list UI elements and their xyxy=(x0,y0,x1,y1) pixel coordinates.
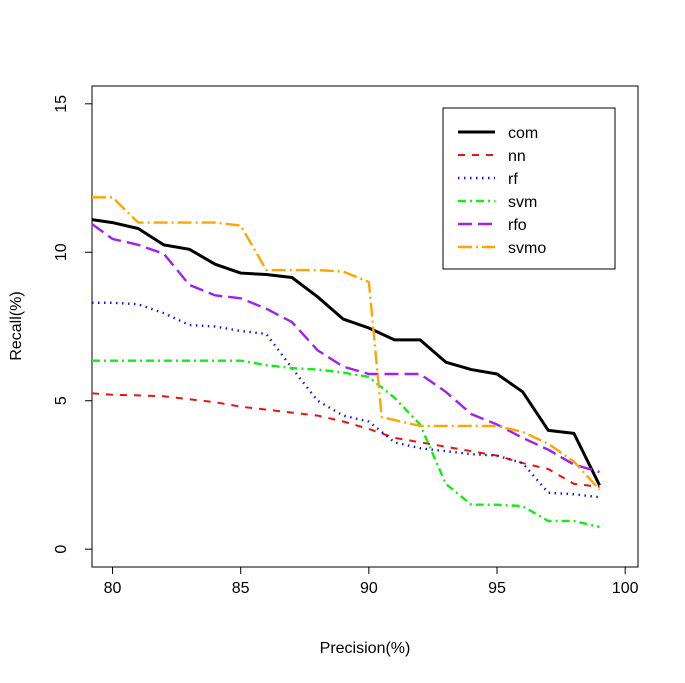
series-rfo-line xyxy=(91,223,600,474)
series-svm-line xyxy=(92,359,600,529)
legend-label-rf: rf xyxy=(508,171,518,188)
series-rf-line xyxy=(92,301,600,499)
legend-box xyxy=(442,107,616,270)
x-tick-label-95: 95 xyxy=(488,580,506,597)
series-nn-line xyxy=(91,392,600,488)
y-tick-label-15: 15 xyxy=(53,95,70,113)
series-com-line xyxy=(91,218,601,487)
y-axis: 0 5 10 15 xyxy=(53,95,93,554)
legend: com nn rf svm rfo svmo xyxy=(442,107,616,270)
legend-label-svm: svm xyxy=(508,194,537,211)
x-tick-label-85: 85 xyxy=(232,580,250,597)
x-tick-label-100: 100 xyxy=(612,580,639,597)
y-tick-label-10: 10 xyxy=(53,243,70,261)
x-axis: 80 85 90 95 100 xyxy=(104,566,639,597)
y-tick-label-0: 0 xyxy=(53,545,70,554)
x-tick-label-90: 90 xyxy=(360,580,378,597)
x-tick-label-80: 80 xyxy=(104,580,122,597)
x-axis-label: Precision(%) xyxy=(320,640,411,657)
y-axis-label: Recall(%) xyxy=(8,291,25,360)
legend-label-svmo: svmo xyxy=(508,240,546,257)
series-lines xyxy=(91,196,601,529)
y-tick-label-5: 5 xyxy=(53,396,70,405)
legend-label-nn: nn xyxy=(508,148,526,165)
legend-label-rfo: rfo xyxy=(508,217,527,234)
legend-label-com: com xyxy=(508,125,538,142)
series-svmo-line xyxy=(92,196,601,491)
